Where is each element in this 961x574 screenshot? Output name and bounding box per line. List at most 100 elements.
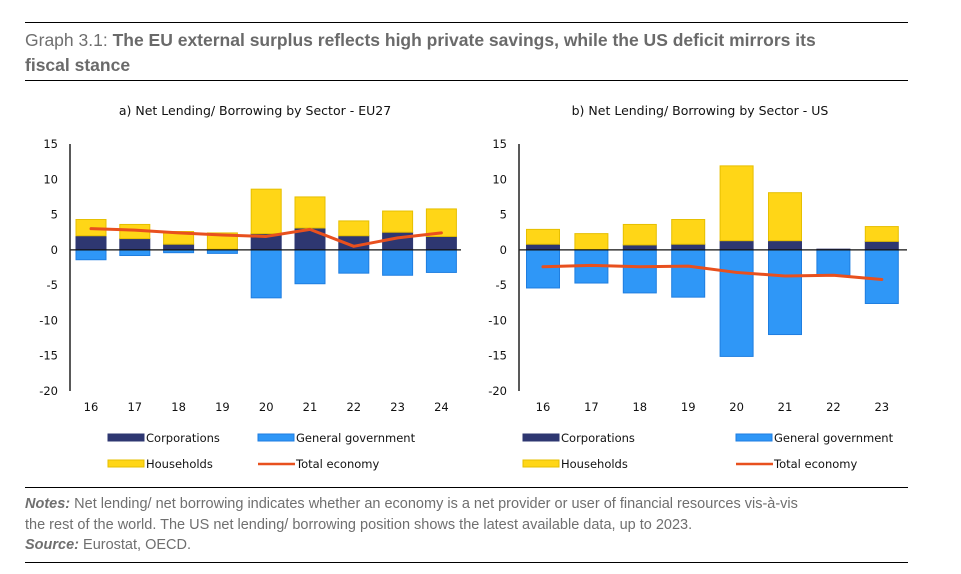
x-tick-label: 22 [346, 400, 361, 414]
y-tick-label: -15 [39, 349, 58, 363]
bar-households [671, 219, 706, 245]
x-tick-label: 17 [127, 400, 142, 414]
bar-corporations [425, 235, 457, 251]
x-tick-label: 19 [215, 400, 230, 414]
y-tick-label: 5 [500, 208, 507, 222]
legend-swatch-households [107, 459, 145, 468]
x-tick-label: 21 [778, 400, 793, 414]
y-tick-label: 0 [51, 243, 58, 257]
bar-households [719, 165, 754, 242]
graph-number-label: Graph 3.1: [25, 30, 113, 50]
y-tick-label: 0 [500, 243, 507, 257]
notes-bottom-rule [25, 562, 908, 563]
bar-households [294, 196, 326, 229]
notes-top-rule [25, 487, 908, 488]
chart-us: b) Net Lending/ Borrowing by Sector - US… [488, 103, 907, 471]
bar-corporations [864, 240, 899, 251]
bar-general-government [768, 249, 802, 336]
bar-households [864, 226, 899, 242]
x-tick-label: 17 [584, 400, 599, 414]
legend-swatch-general-government [257, 433, 295, 442]
y-tick-label: 15 [492, 137, 507, 151]
bar-corporations [526, 243, 560, 251]
bar-households [250, 188, 282, 235]
graph-title-line2: fiscal stance [25, 55, 131, 75]
bar-general-government [382, 249, 414, 276]
legend-swatch-households [522, 459, 560, 468]
bar-households [526, 228, 560, 245]
bar-general-government [864, 249, 899, 304]
y-tick-label: 10 [492, 172, 507, 186]
legend-swatch-general-government [735, 433, 773, 442]
chart-title: b) Net Lending/ Borrowing by Sector - US [572, 103, 829, 118]
y-tick-label: 15 [43, 137, 58, 151]
legend-label-total-economy: Total economy [773, 457, 857, 471]
y-tick-label: -20 [488, 384, 507, 398]
bar-general-government [119, 249, 151, 257]
y-tick-label: -5 [47, 278, 58, 292]
bar-general-government [671, 249, 706, 298]
legend-label-corporations: Corporations [146, 431, 220, 445]
line-total-economy [541, 263, 884, 281]
legend-label-households: Households [146, 457, 213, 471]
bar-general-government [719, 249, 754, 357]
legend-label-general-government: General government [774, 431, 894, 445]
graph-title-line1: The EU external surplus reflects high pr… [112, 30, 816, 50]
legend-swatch-corporations [107, 433, 145, 442]
notes-block: Notes: Net lending/ net borrowing indica… [25, 494, 935, 556]
source-label: Source: [25, 537, 79, 553]
bar-general-government [526, 249, 560, 289]
bar-corporations [622, 244, 657, 251]
bar-general-government [250, 249, 282, 299]
x-tick-label: 20 [259, 400, 274, 414]
y-tick-label: -10 [39, 313, 58, 327]
bar-corporations [671, 243, 706, 251]
header-top-rule [25, 22, 908, 23]
bar-general-government [816, 249, 851, 276]
legend-label-total-economy: Total economy [295, 457, 379, 471]
bar-general-government [75, 249, 107, 261]
bar-households [382, 210, 414, 233]
x-tick-label: 21 [303, 400, 318, 414]
bar-general-government [622, 249, 657, 294]
legend-label-general-government: General government [296, 431, 416, 445]
x-tick-label: 16 [84, 400, 99, 414]
bar-households [768, 192, 802, 242]
notes-label: Notes: [25, 496, 71, 512]
x-tick-label: 22 [826, 400, 841, 414]
chart-title: a) Net Lending/ Borrowing by Sector - EU… [119, 103, 391, 118]
bar-corporations [768, 240, 802, 251]
y-tick-label: 5 [51, 208, 58, 222]
x-tick-label: 18 [171, 400, 186, 414]
y-tick-label: -15 [488, 349, 507, 363]
x-tick-label: 23 [874, 400, 889, 414]
bar-general-government [425, 249, 457, 273]
legend-swatch-corporations [522, 433, 560, 442]
y-tick-label: -10 [488, 313, 507, 327]
x-tick-label: 20 [729, 400, 744, 414]
x-tick-label: 18 [632, 400, 647, 414]
x-tick-label: 23 [390, 400, 405, 414]
chart-eu: a) Net Lending/ Borrowing by Sector - EU… [39, 103, 461, 471]
bar-households [622, 223, 657, 246]
bar-corporations [163, 243, 195, 251]
graph-title: Graph 3.1: The EU external surplus refle… [25, 28, 925, 78]
bar-households [338, 220, 370, 237]
x-tick-label: 19 [681, 400, 696, 414]
bar-general-government [294, 249, 326, 285]
y-tick-label: 10 [43, 172, 58, 186]
y-tick-label: -20 [39, 384, 58, 398]
notes-text-line1: Net lending/ net borrowing indicates whe… [70, 496, 798, 512]
x-tick-label: 24 [434, 400, 449, 414]
bar-households [574, 233, 609, 251]
line-total-economy [89, 227, 443, 248]
bar-corporations [719, 240, 754, 251]
notes-text-line2: the rest of the world. The US net lendin… [25, 516, 693, 533]
x-tick-label: 16 [536, 400, 551, 414]
legend-label-corporations: Corporations [561, 431, 635, 445]
bar-corporations [75, 235, 107, 251]
bar-general-government [338, 249, 370, 274]
bar-households [206, 232, 238, 250]
source-text: Eurostat, OECD. [79, 537, 192, 553]
